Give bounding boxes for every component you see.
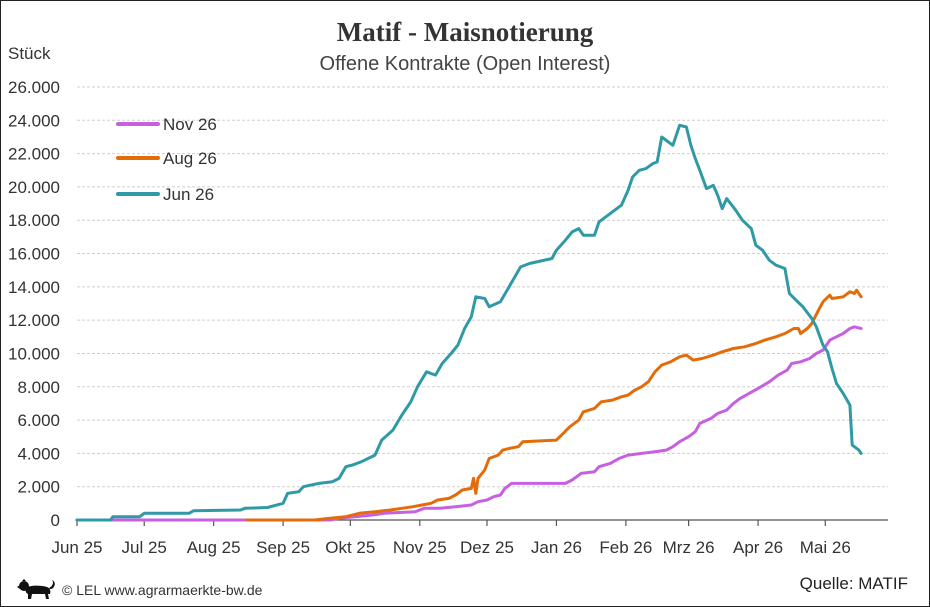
x-tick-label: Jul 25: [122, 538, 167, 557]
chart-subtitle: Offene Kontrakte (Open Interest): [320, 53, 611, 75]
y-tick-label: 4.000: [17, 444, 60, 463]
legend-item-nov-26: Nov 26: [116, 115, 217, 134]
x-tick-label: Apr 26: [733, 538, 783, 557]
axes: 0 2.000 4.000 6.000 8.000 10.000 12.000 14.000 1…: [8, 78, 888, 557]
y-tick-label: 16.000: [8, 245, 60, 264]
y-axis-label: Stück: [8, 44, 51, 63]
x-tick-label: Sep 25: [256, 538, 310, 557]
legend-label-nov-26: Nov 26: [163, 115, 217, 134]
legend-item-jun-26: Jun 26: [116, 185, 214, 204]
source-text: Quelle: MATIF: [800, 574, 908, 593]
y-tick-label: 8.000: [17, 378, 60, 397]
legend-label-aug-26: Aug 26: [163, 149, 217, 168]
legend-label-jun-26: Jun 26: [163, 185, 214, 204]
gridlines: [77, 86, 888, 488]
copyright-text: © LEL www.agrarmaerkte-bw.de: [62, 582, 263, 598]
y-tick-label: 20.000: [8, 178, 60, 197]
x-tick-label: Nov 25: [393, 538, 447, 557]
x-tick-label: Dez 25: [460, 538, 514, 557]
x-tick-label: Mai 26: [800, 538, 851, 557]
series-line-nov-26: [75, 325, 863, 522]
x-tick-label: Mrz 26: [663, 538, 715, 557]
y-tick-label: 24.000: [8, 111, 60, 130]
y-tick-label: 26.000: [8, 78, 60, 97]
y-tick-label: 12.000: [8, 311, 60, 330]
series-line-aug-26: [245, 288, 863, 522]
y-tick-label: 22.000: [8, 145, 60, 164]
y-tick-label: 6.000: [17, 411, 60, 430]
series-line-jun-26: [75, 123, 863, 522]
chart-title: Matif - Maisnotierung: [337, 17, 594, 47]
y-tick-label: 2.000: [17, 478, 60, 497]
y-tick-label: 14.000: [8, 278, 60, 297]
legend-item-aug-26: Aug 26: [116, 149, 217, 168]
x-tick-label: Feb 26: [599, 538, 652, 557]
plot-series: [75, 123, 863, 522]
x-tick-label: Jun 25: [51, 538, 102, 557]
footer: © LEL www.agrarmaerkte-bw.de Quelle: MAT…: [17, 574, 908, 599]
x-tick-label: Aug 25: [187, 538, 241, 557]
lion-icon: [17, 579, 55, 599]
y-tick-label: 0: [51, 511, 60, 530]
y-tick-label: 10.000: [8, 344, 60, 363]
y-tick-label: 18.000: [8, 211, 60, 230]
x-tick-label: Jan 26: [531, 538, 582, 557]
legend: Nov 26 Aug 26 Jun 26: [116, 115, 217, 204]
x-tick-label: Okt 25: [325, 538, 375, 557]
